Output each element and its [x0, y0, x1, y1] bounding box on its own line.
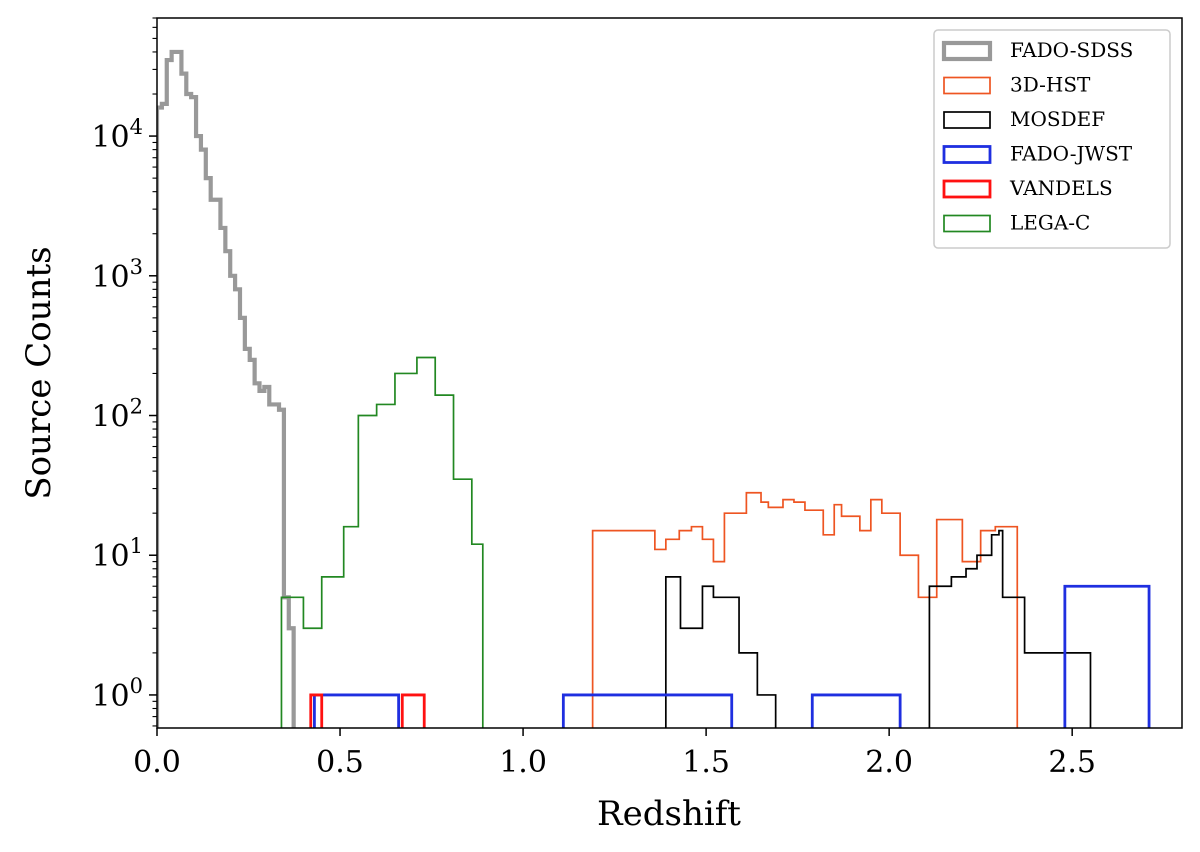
legend-label-3d-hst: 3D-HST	[1010, 73, 1091, 97]
y-tick-label: 103	[91, 255, 143, 295]
y-tick-label: 102	[91, 395, 143, 435]
legend-label-fado-jwst: FADO-JWST	[1010, 142, 1133, 166]
legend-swatch-fado-sdss	[941, 40, 993, 62]
legend: FADO-SDSS 3D-HST MOSDEF FADO-JWST VANDELS LEG…	[933, 29, 1171, 249]
y-tick-label: 100	[91, 674, 143, 714]
series-vandels-outline	[309, 693, 426, 728]
legend-label-mosdef: MOSDEF	[1010, 107, 1105, 131]
x-tick-label: 1.0	[499, 745, 547, 780]
series-fado-sdss-outline	[157, 49, 296, 728]
legend-swatch-vandels	[942, 179, 992, 199]
series-mosdef-outline	[664, 529, 1092, 728]
y-tick-label: 104	[91, 115, 143, 155]
legend-label-fado-sdss: FADO-SDSS	[1010, 38, 1133, 62]
legend-swatch-3d-hst	[943, 76, 991, 95]
series-fado-jwst-outline	[313, 584, 1151, 728]
y-axis-label: Source Counts	[19, 246, 59, 499]
x-tick-label: 0.5	[316, 745, 364, 780]
x-tick-label: 2.0	[865, 745, 913, 780]
x-axis-ticks: 0.0 0.5 1.0 1.5 2.0 2.5	[133, 728, 1096, 780]
legend-swatch-lega-c	[943, 214, 991, 233]
plot-series	[157, 49, 1151, 728]
x-tick-label: 0.0	[133, 745, 181, 780]
series-lega-c-outline	[280, 356, 484, 728]
legend-items: FADO-SDSS 3D-HST MOSDEF FADO-JWST VANDELS LEG…	[941, 38, 1133, 235]
legend-label-vandels: VANDELS	[1009, 176, 1113, 200]
legend-swatch-mosdef	[943, 111, 991, 129]
legend-swatch-fado-jwst	[942, 145, 992, 164]
x-tick-label: 1.5	[682, 745, 730, 780]
legend-label-lega-c: LEGA-C	[1010, 211, 1090, 235]
series-3d-hst-outline	[591, 491, 1019, 728]
y-tick-label: 101	[91, 534, 143, 574]
x-axis-label: Redshift	[597, 794, 741, 834]
y-axis-ticks: 100 101 102 103 104	[91, 17, 157, 727]
legend-box	[933, 29, 1171, 249]
x-tick-label: 2.5	[1048, 745, 1096, 780]
